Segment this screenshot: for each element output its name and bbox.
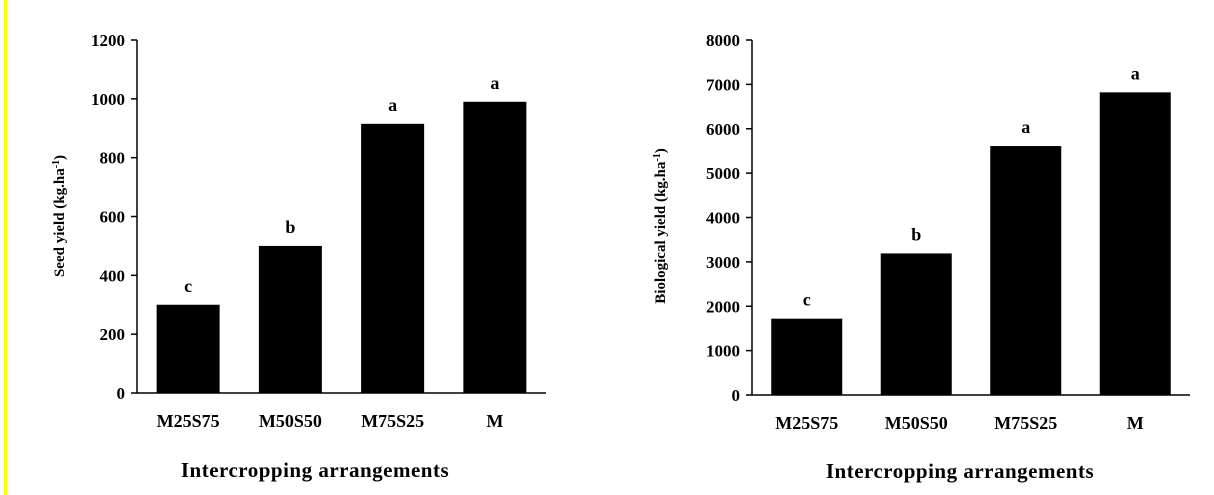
- category-labels: M25S75 M50S50 M75S25 M: [775, 413, 1144, 433]
- biological-yield-chart: 0 1000 2000 3000 4000 5000 6000 7000 8000 c b a a M…: [640, 0, 1214, 495]
- bars: [771, 92, 1171, 396]
- category-labels: M25S75 M50S50 M75S25 M: [157, 411, 504, 431]
- bar: [361, 123, 425, 394]
- y-tick-label: 8000: [706, 31, 740, 50]
- significance-letters: c b a a: [803, 63, 1140, 309]
- significance-label: a: [1131, 63, 1140, 83]
- bar: [156, 304, 220, 393]
- significance-label: a: [388, 95, 397, 115]
- y-tick-label: 1000: [706, 342, 740, 361]
- category-label: M25S75: [775, 413, 838, 433]
- y-tick-label: 800: [100, 149, 126, 168]
- category-label: M50S50: [885, 413, 948, 433]
- x-axis-title: Intercropping arrangements: [181, 458, 449, 482]
- y-ticks: 0 200 400 600 800 1000 1200: [91, 31, 137, 403]
- bar: [463, 101, 527, 394]
- y-tick-label: 7000: [706, 75, 740, 94]
- y-axis-title: Seed yield (kg.ha-1): [51, 155, 69, 277]
- category-label: M: [486, 411, 503, 431]
- y-ticks: 0 1000 2000 3000 4000 5000 6000 7000 8000: [706, 31, 752, 405]
- category-label: M: [1127, 413, 1144, 433]
- y-tick-label: 200: [100, 325, 126, 344]
- y-tick-label: 3000: [706, 253, 740, 272]
- x-axis-title: Intercropping arrangements: [826, 459, 1094, 483]
- y-tick-label: 400: [100, 266, 126, 285]
- y-tick-label: 5000: [706, 164, 740, 183]
- y-axis-title: Biological yield (kg.ha-1): [652, 148, 670, 303]
- y-tick-label: 6000: [706, 120, 740, 139]
- category-label: M25S75: [157, 411, 220, 431]
- significance-label: c: [803, 290, 811, 310]
- biological-yield-chart-svg: 0 1000 2000 3000 4000 5000 6000 7000 8000 c b a a M…: [652, 31, 1190, 483]
- significance-label: b: [285, 217, 295, 237]
- y-tick-label: 0: [117, 384, 126, 403]
- bar: [771, 318, 843, 395]
- y-tick-label: 4000: [706, 209, 740, 228]
- significance-label: b: [911, 224, 921, 244]
- yellow-accent-line: [4, 0, 7, 495]
- category-label: M50S50: [259, 411, 322, 431]
- bar: [1099, 92, 1171, 396]
- bar: [880, 253, 952, 395]
- y-tick-label: 600: [100, 208, 126, 227]
- significance-label: a: [490, 73, 499, 93]
- bars: [156, 101, 527, 394]
- y-tick-label: 2000: [706, 297, 740, 316]
- y-tick-label: 0: [732, 386, 741, 405]
- y-tick-label: 1000: [91, 90, 125, 109]
- significance-letters: c b a a: [184, 73, 499, 296]
- y-tick-label: 1200: [91, 31, 125, 50]
- category-label: M75S25: [994, 413, 1057, 433]
- significance-label: a: [1021, 117, 1030, 137]
- category-label: M75S25: [361, 411, 424, 431]
- significance-label: c: [184, 276, 192, 296]
- bar: [990, 146, 1062, 395]
- bar: [258, 245, 322, 393]
